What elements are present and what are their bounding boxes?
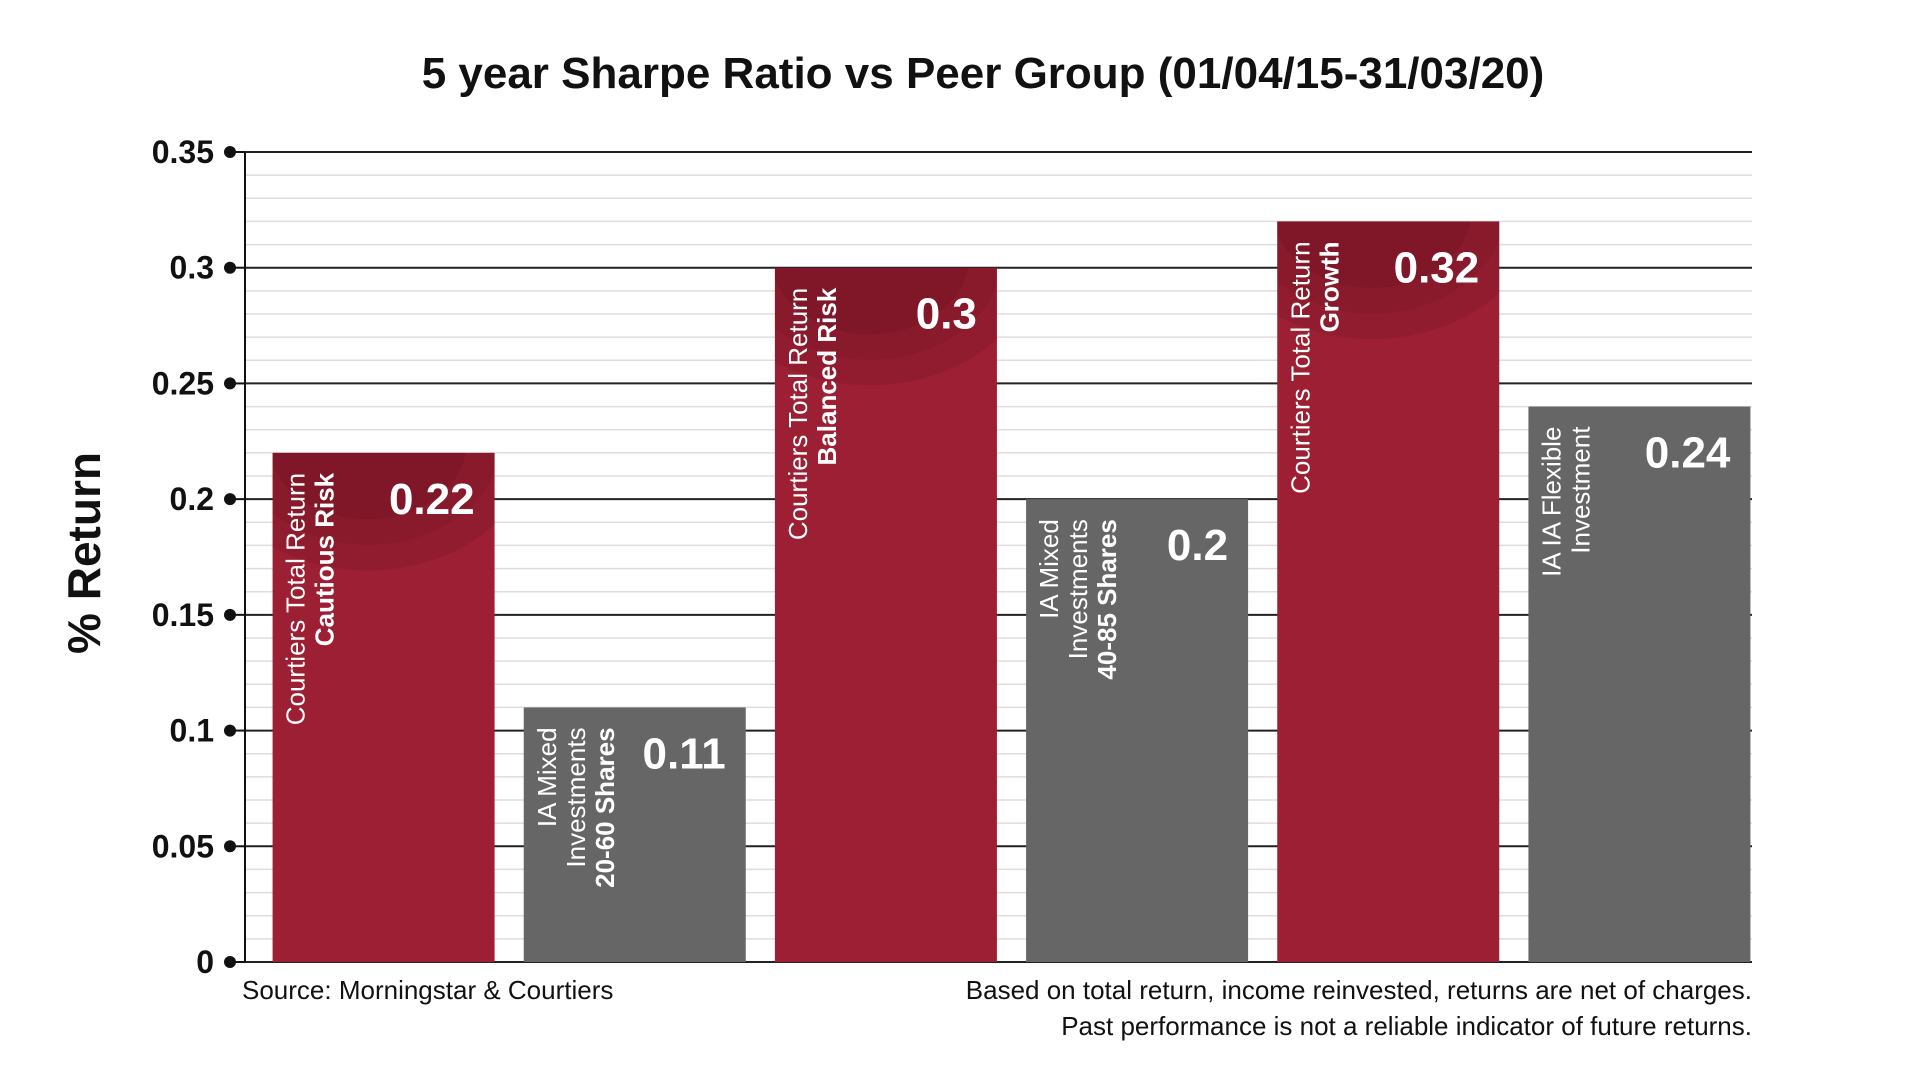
bar-category-label: IA IA Flexible (1536, 427, 1566, 577)
y-tick-dot (224, 261, 236, 274)
bar-category-label: 40-85 Shares (1092, 519, 1122, 679)
y-tick-dot (224, 608, 236, 621)
bar-group: 0.22 Courtiers Total Return Cautious Risk (272, 452, 495, 962)
bar-swirl-decoration (1277, 221, 1500, 339)
bar-category-label: IA Mixed (532, 727, 562, 827)
bar (1026, 499, 1249, 962)
bar-value-label: 0.2 (1167, 521, 1228, 570)
bar-group: 0.32 Courtiers Total Return Growth (1277, 221, 1500, 962)
y-tick-dot (224, 377, 236, 390)
bar (774, 267, 997, 962)
bar-category-label: 20-60 Shares (590, 727, 620, 887)
bar-category-label: Courtiers Total Return (1285, 241, 1315, 493)
bar-category-label: Courtiers Total Return (783, 288, 813, 540)
bar (1277, 221, 1500, 962)
y-tick-dot (224, 493, 236, 506)
bar-value-label: 0.24 (1645, 429, 1731, 478)
bar-group: 0.11 IA Mixed Investments 20-60 Shares (523, 707, 746, 962)
y-tick-label: 0.1 (170, 713, 214, 749)
bar-group: 0.3 Courtiers Total Return Balanced Risk (774, 267, 997, 962)
y-tick-label: 0.35 (152, 134, 214, 170)
bar-category-label: Cautious Risk (310, 472, 340, 646)
bar-swirl-decoration (774, 267, 997, 386)
swirl-ellipse (1277, 221, 1500, 339)
bar-value-label: 0.3 (916, 290, 977, 339)
bar-value-label: 0.32 (1394, 243, 1480, 292)
disclaimer-line-2: Past performance is not a reliable indic… (1061, 1011, 1752, 1041)
bar-category-label: Growth (1314, 241, 1344, 332)
y-tick-label: 0.05 (152, 828, 214, 864)
chart-title: 5 year Sharpe Ratio vs Peer Group (01/04… (422, 49, 1545, 98)
bar (1528, 406, 1751, 963)
y-tick-label: 0.3 (170, 250, 214, 286)
y-tick-dot (224, 146, 236, 158)
bar-category-label: IA Mixed (1034, 519, 1064, 619)
bar-category-label: Investments (1063, 519, 1093, 659)
swirl-ellipse (1277, 221, 1500, 314)
bar-category-label: Courtiers Total Return (281, 473, 311, 725)
disclaimer-line-1: Based on total return, income reinvested… (966, 975, 1752, 1005)
swirl-ellipse (272, 452, 495, 571)
y-axis: 0 0.05 0.1 0.15 0.2 0.25 0.3 0.35 (152, 134, 246, 980)
bar-category-label: Balanced Risk (812, 287, 842, 465)
bar-group: 0.24 IA IA Flexible Investment (1528, 406, 1751, 963)
grid-lines (245, 151, 1752, 963)
y-tick-label: 0.25 (152, 365, 214, 401)
y-tick-label: 0.2 (170, 481, 214, 517)
y-tick-dot (224, 956, 236, 968)
bar-value-label: 0.11 (643, 729, 726, 778)
swirl-ellipse (774, 267, 969, 335)
y-tick-label: 0.15 (152, 597, 214, 633)
y-axis-label: % Return (58, 452, 110, 654)
swirl-ellipse (774, 267, 997, 360)
bar-category-label: Investment (1565, 426, 1595, 554)
swirl-ellipse (272, 452, 495, 545)
swirl-ellipse (774, 267, 997, 386)
bar-category-label: Investments (561, 727, 591, 867)
bar-group: 0.2 IA Mixed Investments 40-85 Shares (1026, 499, 1249, 962)
y-tick-dot (224, 840, 236, 853)
y-tick-dot (224, 724, 236, 737)
bar (272, 452, 495, 962)
swirl-ellipse (1277, 221, 1471, 288)
bar (523, 707, 746, 962)
swirl-ellipse (272, 452, 466, 520)
y-tick-label: 0 (196, 944, 214, 980)
source-note: Source: Morningstar & Courtiers (242, 975, 613, 1005)
bar-swirl-decoration (272, 452, 495, 571)
bar-value-label: 0.22 (389, 475, 475, 524)
